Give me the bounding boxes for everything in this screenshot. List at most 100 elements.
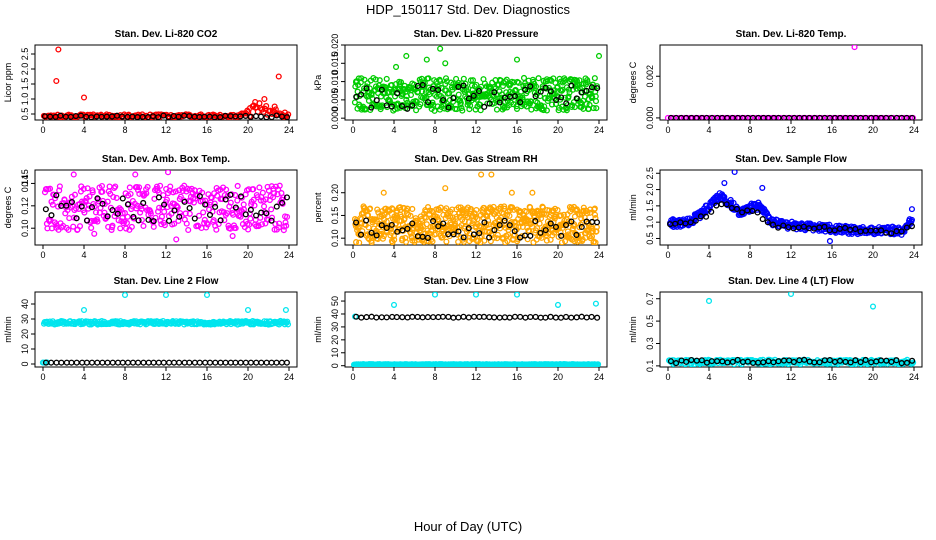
hourly-point bbox=[165, 114, 172, 120]
hourly-point bbox=[816, 359, 823, 366]
hourly-point bbox=[378, 222, 385, 229]
hourly-point bbox=[450, 231, 457, 238]
hourly-point bbox=[186, 205, 193, 212]
minute-point bbox=[80, 185, 87, 192]
data-layer bbox=[41, 170, 291, 243]
x-tick-label: 24 bbox=[594, 125, 604, 135]
hourly-point bbox=[542, 314, 549, 321]
minute-point bbox=[399, 235, 406, 242]
hourly-point bbox=[708, 208, 715, 215]
y-tick-label: 20 bbox=[20, 329, 30, 339]
x-tick-label: 12 bbox=[786, 125, 796, 135]
minute-point bbox=[284, 318, 291, 325]
minute-point bbox=[155, 208, 162, 215]
hourly-point bbox=[114, 210, 121, 217]
minute-point bbox=[84, 185, 91, 192]
y-tick-label: 0.15 bbox=[330, 207, 340, 225]
y-axis-label: percent bbox=[313, 192, 323, 223]
minute-point bbox=[61, 196, 68, 204]
hourly-point bbox=[888, 114, 895, 120]
figure-x-axis-label: Hour of Day (UTC) bbox=[414, 519, 522, 534]
x-tick-label: 16 bbox=[202, 125, 212, 135]
minute-point bbox=[758, 114, 765, 120]
panel-title: Stan. Dev. Amb. Box Temp. bbox=[102, 154, 230, 165]
hourly-point bbox=[273, 359, 280, 366]
y-tick-label: 0.005 bbox=[330, 89, 340, 112]
hourly-point bbox=[537, 314, 544, 321]
y-tick-label: 0.000 bbox=[330, 107, 340, 130]
hourly-point bbox=[58, 359, 65, 366]
minute-point bbox=[413, 107, 420, 114]
x-tick-label: 4 bbox=[706, 250, 711, 260]
minute-point bbox=[150, 223, 157, 230]
minute-point bbox=[528, 106, 535, 113]
minute-point bbox=[378, 211, 386, 218]
hourly-point bbox=[388, 221, 395, 228]
x-tick-label: 12 bbox=[471, 250, 481, 260]
minute-point bbox=[513, 56, 521, 63]
minute-point bbox=[280, 227, 287, 234]
x-tick-label: 20 bbox=[868, 250, 878, 260]
minute-point bbox=[158, 213, 165, 220]
minute-point bbox=[189, 195, 197, 202]
hourly-point bbox=[532, 93, 539, 100]
x-tick-label: 8 bbox=[432, 125, 437, 135]
minute-point bbox=[460, 75, 467, 82]
minute-point bbox=[123, 225, 130, 232]
minute-point bbox=[356, 239, 363, 245]
hourly-point bbox=[88, 359, 96, 366]
hourly-point bbox=[532, 218, 539, 225]
minute-point bbox=[132, 171, 139, 178]
minute-point bbox=[383, 218, 390, 225]
minute-point bbox=[481, 204, 488, 211]
minute-point bbox=[586, 101, 593, 108]
minute-point bbox=[107, 190, 114, 197]
minute-point bbox=[70, 223, 77, 230]
minute-point bbox=[134, 202, 141, 209]
minute-point bbox=[157, 182, 164, 189]
minute-point bbox=[455, 79, 462, 86]
hourly-point bbox=[242, 359, 249, 366]
minute-point bbox=[593, 105, 600, 112]
hourly-point bbox=[258, 359, 265, 366]
hourly-point bbox=[383, 224, 390, 232]
hourly-point bbox=[268, 217, 275, 224]
data-layer bbox=[350, 292, 602, 367]
hourly-point bbox=[749, 207, 756, 215]
hourly-point bbox=[698, 357, 705, 364]
data-layer bbox=[351, 171, 601, 245]
panel-title: Stan. Dev. Sample Flow bbox=[735, 154, 847, 165]
hourly-point bbox=[109, 359, 116, 366]
minute-point bbox=[397, 79, 405, 86]
minute-point bbox=[116, 205, 123, 212]
minute-point bbox=[499, 82, 506, 90]
hourly-point bbox=[475, 88, 483, 95]
hourly-point bbox=[217, 359, 224, 366]
minute-point bbox=[851, 45, 858, 51]
x-tick-label: 0 bbox=[665, 372, 670, 382]
minute-point bbox=[557, 212, 564, 219]
minute-point bbox=[185, 226, 192, 234]
hourly-point bbox=[140, 199, 147, 206]
x-tick-label: 16 bbox=[827, 372, 837, 382]
hourly-point bbox=[419, 81, 426, 88]
hourly-point bbox=[212, 203, 219, 210]
hourly-point bbox=[409, 313, 416, 320]
minute-point bbox=[380, 189, 387, 196]
hourly-point bbox=[841, 224, 849, 232]
minute-point bbox=[138, 217, 145, 224]
x-tick-label: 24 bbox=[284, 125, 294, 135]
minute-point bbox=[471, 217, 478, 224]
hourly-point bbox=[202, 359, 209, 366]
y-axis-label: kPa bbox=[313, 75, 323, 91]
hourly-point bbox=[176, 213, 183, 220]
x-tick-label: 0 bbox=[40, 372, 45, 382]
hourly-point bbox=[563, 222, 570, 229]
x-tick-label: 0 bbox=[350, 250, 355, 260]
hourly-point bbox=[399, 314, 406, 321]
hourly-point bbox=[83, 217, 91, 224]
minute-point bbox=[81, 209, 88, 216]
minute-point bbox=[510, 206, 517, 213]
hourly-point bbox=[790, 358, 797, 366]
hourly-point bbox=[165, 217, 173, 224]
